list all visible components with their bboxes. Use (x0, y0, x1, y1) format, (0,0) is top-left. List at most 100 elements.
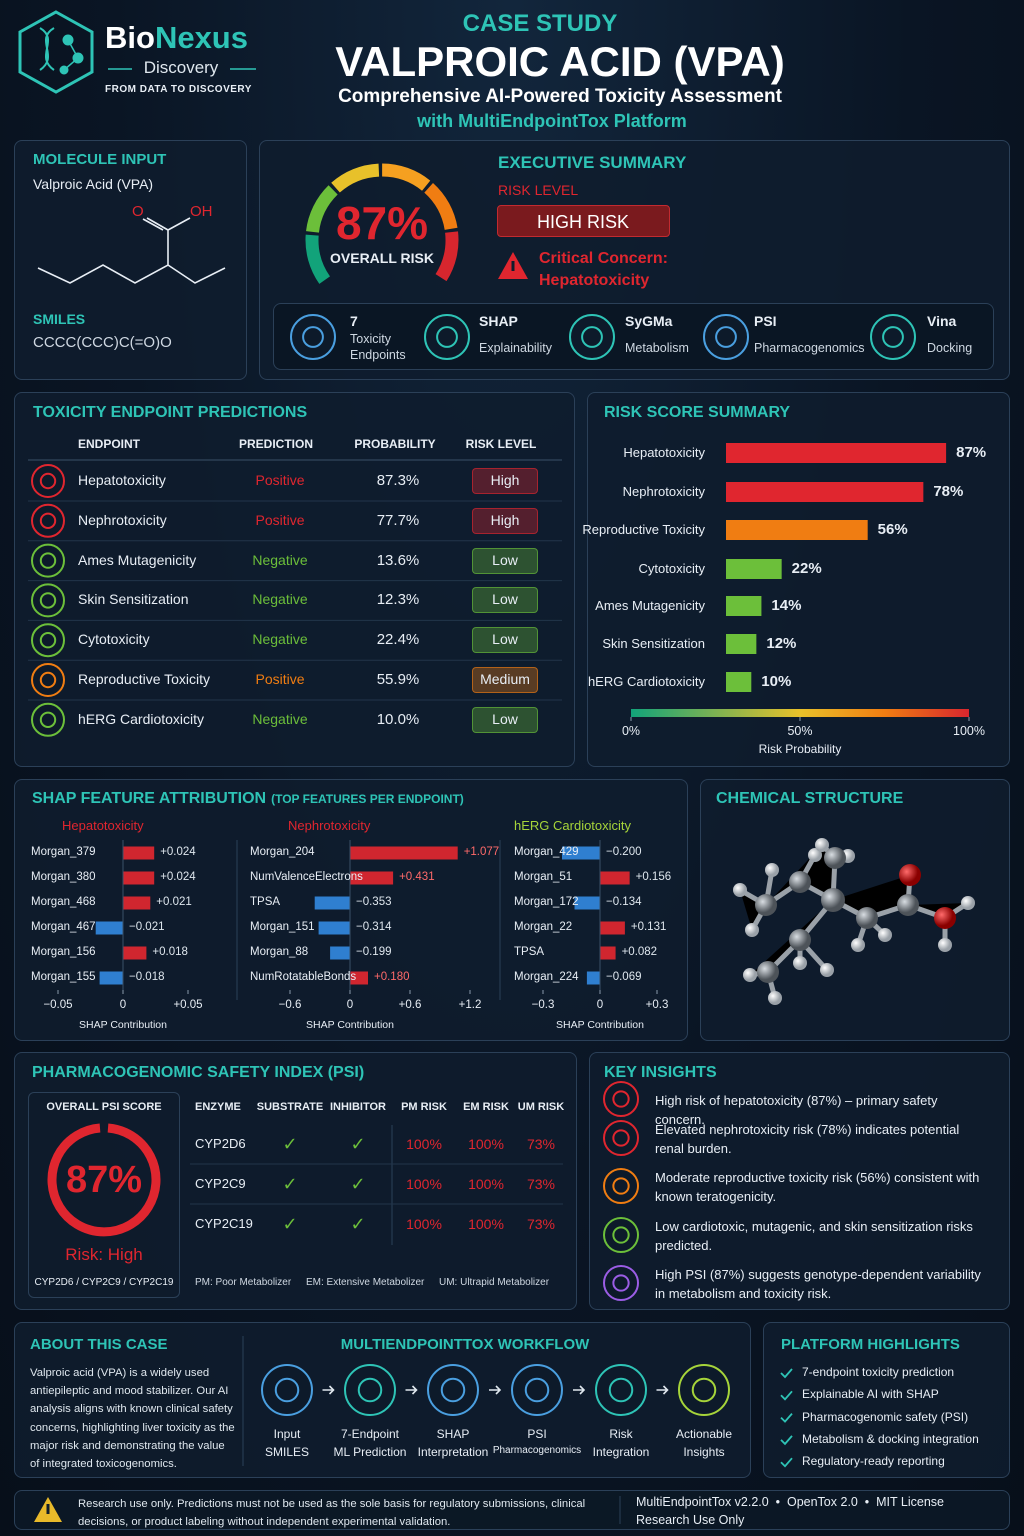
icon (603, 1168, 639, 1204)
risk-value: 100% (468, 1136, 504, 1152)
icon-glyph (882, 326, 904, 348)
smiles: CCCC(CCC)C(=O)O (33, 334, 172, 351)
value-label: +0.018 (152, 946, 188, 958)
value-label: +0.131 (630, 921, 667, 933)
shap-bar (123, 896, 151, 910)
feature-label: Morgan_429 (514, 846, 579, 858)
risk-badge (472, 627, 538, 654)
x-tick-label: −0.05 (43, 999, 73, 1011)
icon-glyph (39, 512, 57, 529)
bar (726, 520, 868, 540)
risk-level: Low (492, 710, 518, 727)
icon-glyph (612, 1129, 630, 1147)
risk-level: Medium (480, 671, 530, 687)
shap-bar (600, 871, 630, 885)
icon-glyph (39, 632, 57, 649)
panel (14, 1490, 1010, 1530)
step-label: PSI (527, 1427, 547, 1441)
value-label: −0.134 (606, 896, 642, 908)
section-heading: ABOUT THIS CASE (30, 1336, 168, 1353)
risk-level: High (490, 511, 520, 528)
risk-badge (497, 205, 670, 237)
probability: 13.6% (376, 551, 420, 569)
shap-bar (318, 921, 350, 935)
note: UM: Ultrapid Metabolizer (439, 1277, 550, 1288)
probability: 55.9% (376, 671, 420, 688)
value-label: −0.199 (356, 946, 392, 958)
highlight: Explainable AI with SHAP (802, 1387, 939, 1402)
section-heading: SHAP FEATURE ATTRIBUTION (TOP FEATURES PE… (32, 790, 464, 808)
value-label: −0.021 (129, 921, 165, 933)
note: EM: Extensive Metabolizer (306, 1277, 425, 1288)
x-tick-label: 100% (953, 724, 985, 738)
probability: 10.0% (376, 710, 420, 728)
x-tick-label: +0.05 (173, 999, 203, 1011)
feature-label: Morgan_22 (514, 921, 573, 933)
feature-label: Morgan_172 (514, 896, 579, 908)
prediction: Negative (252, 710, 308, 727)
brand-sub: Discovery (143, 58, 219, 77)
insight: Moderate reproductive toxicity risk (56%… (655, 1170, 980, 1204)
check: ✓ (282, 1214, 298, 1234)
value-label: +0.082 (621, 946, 658, 958)
value-label: +0.024 (160, 871, 196, 883)
x-tick-label: +0.6 (398, 999, 422, 1011)
panel (763, 1322, 1010, 1478)
step-label: Risk (609, 1427, 633, 1441)
value-label: −0.353 (356, 896, 392, 908)
risk-badge (472, 468, 538, 494)
bar (726, 482, 924, 502)
bar (726, 559, 782, 579)
icon (511, 1364, 563, 1416)
column-header: SUBSTRATE (256, 1101, 324, 1113)
risk-level: Low (492, 631, 518, 648)
icon-glyph (357, 1377, 383, 1403)
icon (603, 1265, 639, 1301)
prediction: Negative (252, 631, 308, 648)
value-label: 22% (791, 560, 822, 577)
feature-label: Morgan_224 (514, 971, 579, 983)
feature-strip (273, 303, 994, 370)
category-label: Ames Mutagenicity (595, 598, 705, 613)
icon (424, 314, 470, 360)
check: ✓ (282, 1134, 298, 1154)
shap-bar (123, 871, 155, 885)
panel (14, 779, 688, 1041)
x-tick-label: 0% (621, 724, 641, 738)
value-label: +0.156 (635, 871, 672, 883)
feature-label: TPSA (250, 896, 281, 908)
value-label: 10% (761, 673, 792, 690)
chart-title: Nephrotoxicity (288, 818, 371, 833)
icon-glyph (612, 1177, 630, 1195)
shap-bar (95, 921, 123, 935)
feature-text: Metabolism (625, 341, 689, 355)
chart-title: hERG Cardiotoxicity (514, 818, 632, 833)
feature-label: Morgan_467 (31, 921, 96, 933)
icon-glyph (691, 1377, 717, 1403)
icon (703, 314, 749, 360)
value-label: −0.200 (606, 846, 642, 858)
skeleton (37, 217, 226, 284)
arrow (573, 1385, 586, 1395)
value-label: 56% (877, 521, 908, 538)
enzyme: CYP2D6 (195, 1136, 246, 1151)
category-label: Hepatotoxicity (623, 445, 705, 460)
risk-value: 73% (526, 1216, 556, 1232)
section-heading: CHEMICAL STRUCTURE (716, 790, 904, 807)
shap-bar (600, 946, 616, 960)
arrow (322, 1385, 335, 1395)
critical-concern: Critical Concern: (539, 250, 668, 267)
warning-glyph (46, 1504, 50, 1514)
check: ✓ (282, 1174, 298, 1194)
brand: BioNexus (105, 20, 248, 56)
bar (726, 596, 762, 616)
endpoint-name: Hepatotoxicity (78, 472, 166, 488)
panel (14, 140, 247, 380)
arrow (656, 1385, 669, 1395)
section-heading: PHARMACOGENOMIC SAFETY INDEX (PSI) (32, 1064, 365, 1081)
icon (870, 314, 916, 360)
column-header: INHIBITOR (329, 1101, 387, 1113)
x-tick-label: 0 (596, 999, 604, 1011)
icon (31, 464, 65, 498)
icon-glyph (436, 326, 458, 348)
